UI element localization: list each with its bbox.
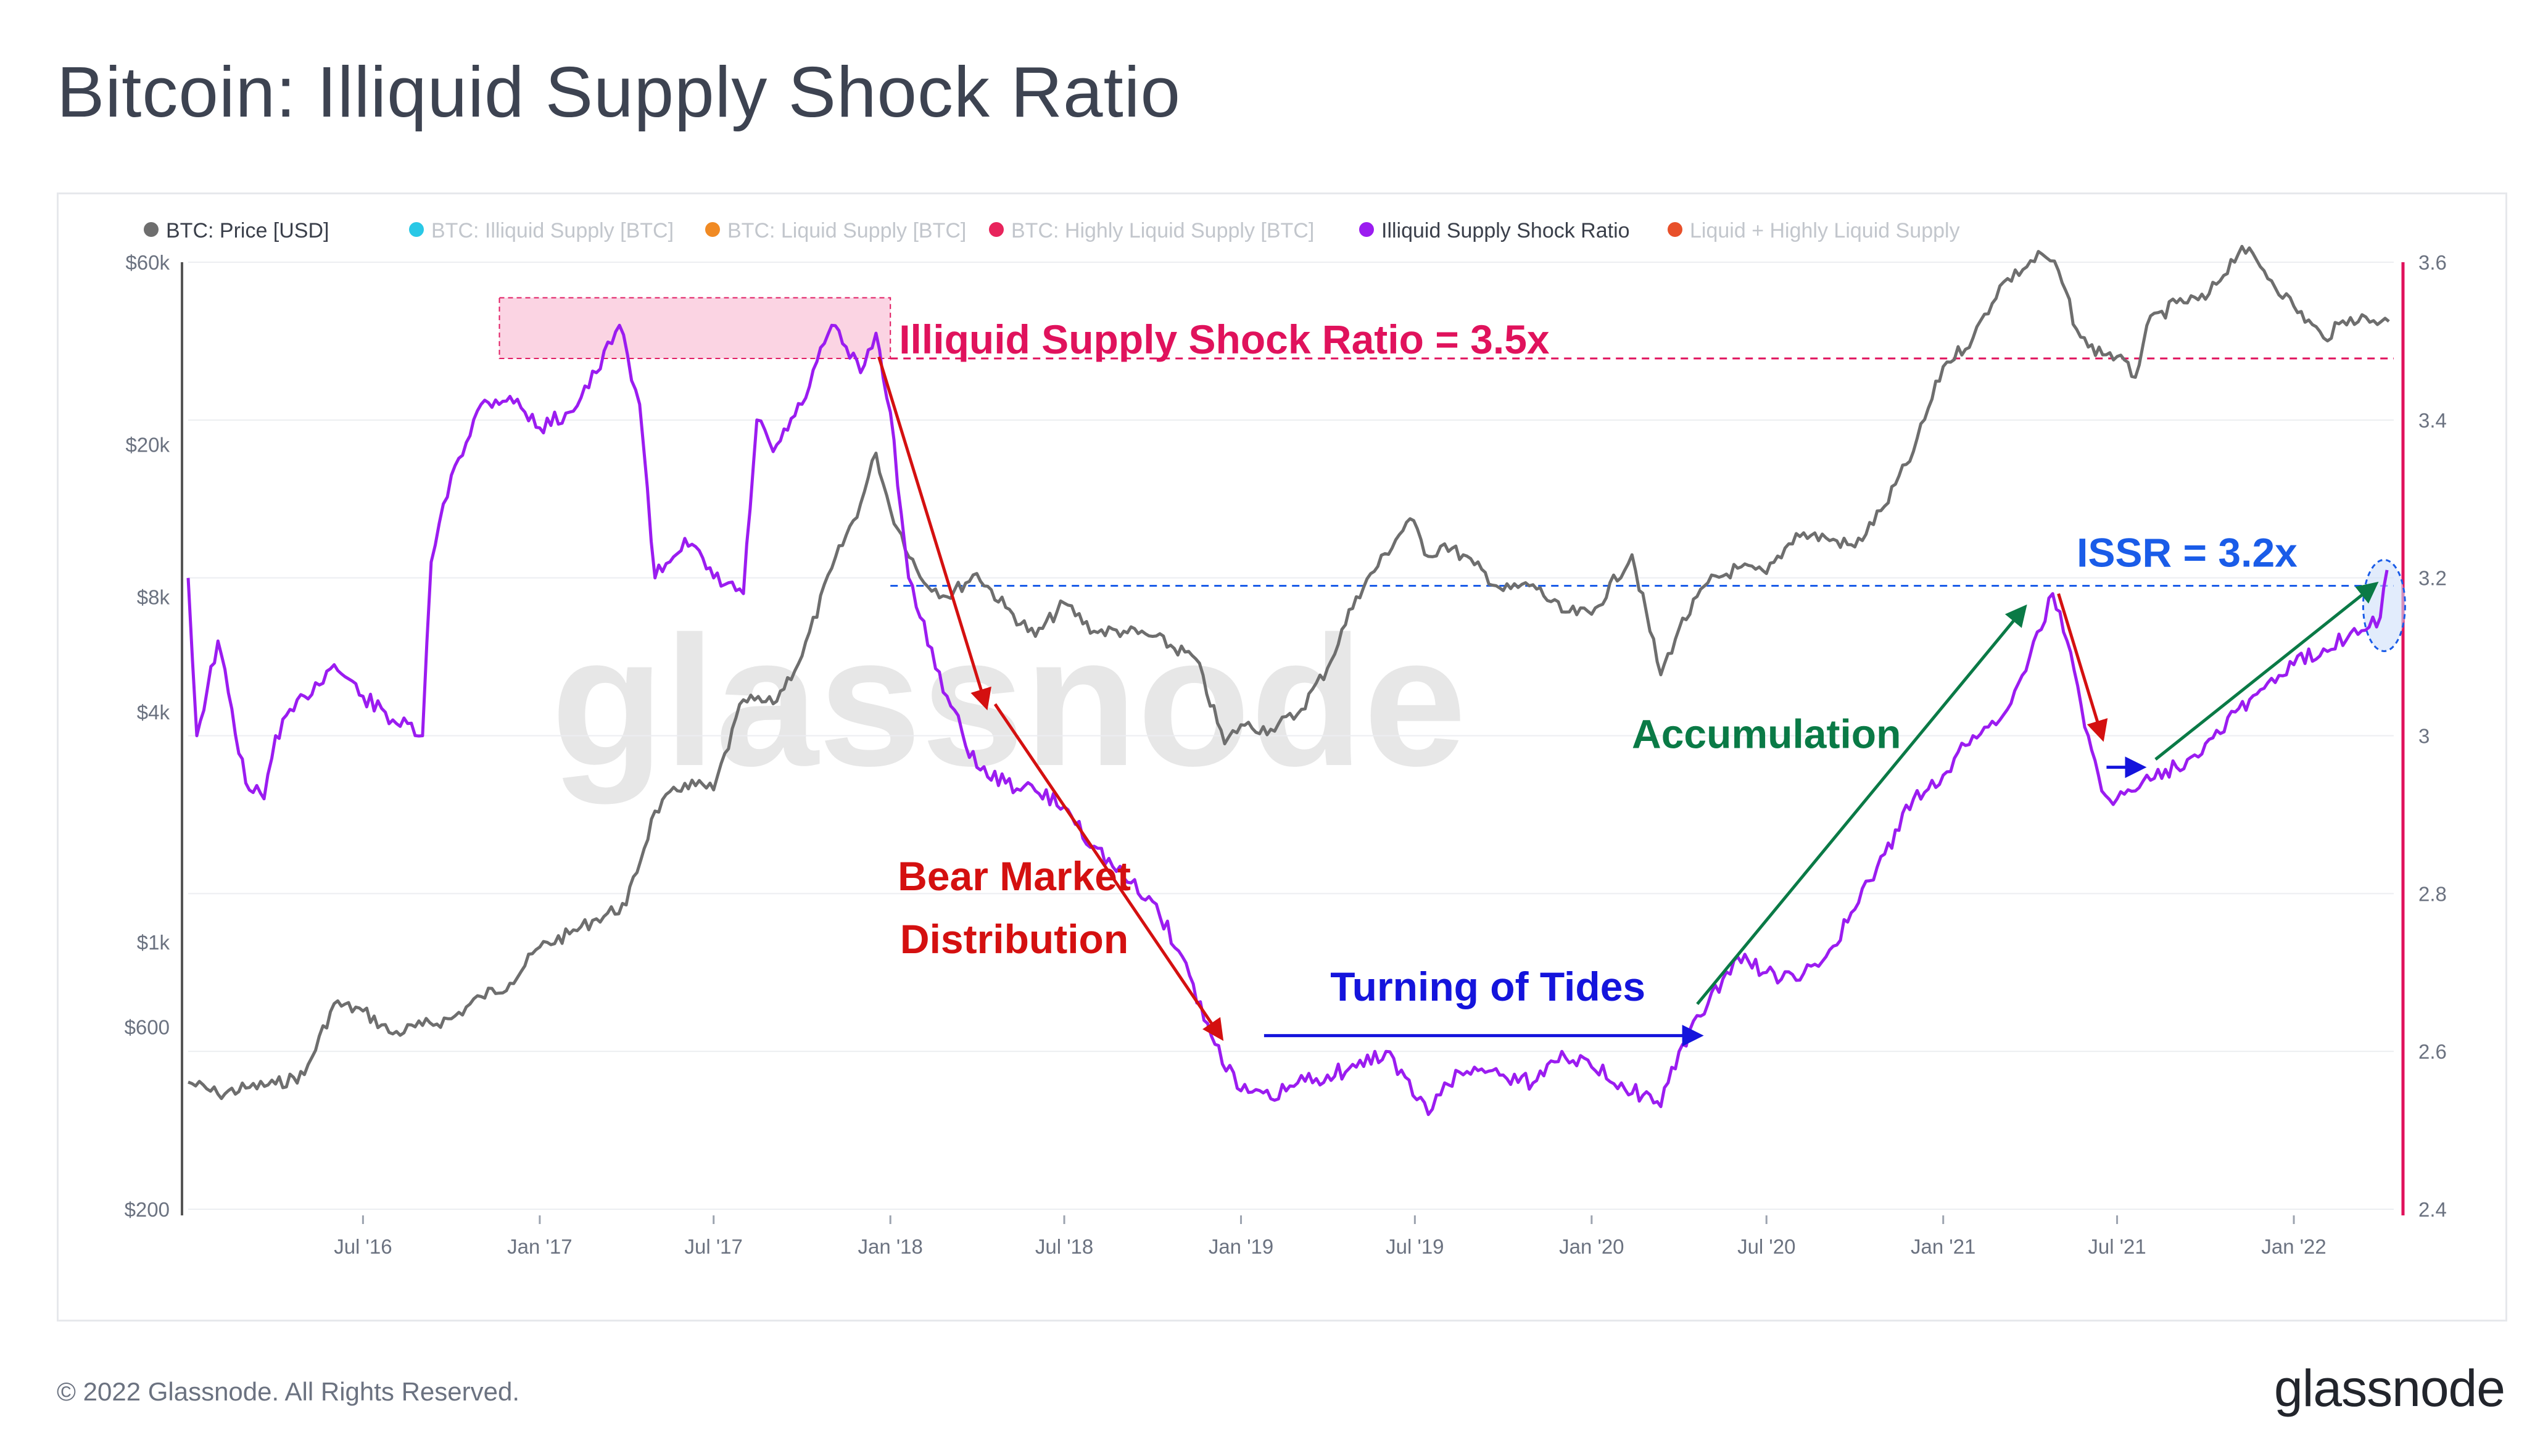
chart-svg: BTC: Price [USD] BTC: Illiquid Supply [BT…	[125, 219, 2447, 1258]
left-axis-tick-label: $1k	[137, 931, 170, 954]
x-axis-tick-label: Jan '19	[1209, 1235, 1273, 1258]
glassnode-logo: glassnode	[2274, 1359, 2505, 1417]
axes: $60k $20k $8k $4k $1k $600 $200 3.6 3.4 3.2 3 2.8 2.…	[125, 251, 2447, 1258]
btc-price-line	[188, 244, 2390, 1101]
issr-current-highlight	[2362, 558, 2406, 652]
issr-35-label: Illiquid Supply Shock Ratio = 3.5x	[899, 316, 1550, 362]
annotation-arrows	[877, 356, 2379, 1047]
legend-label: BTC: Highly Liquid Supply [BTC]	[1011, 219, 1314, 242]
x-axis-tick-label: Jan '22	[2261, 1235, 2326, 1258]
accumulation-arrow-1	[1696, 604, 2027, 1006]
accumulation-arrow-2	[2154, 581, 2379, 761]
x-axis-tick-label: Jan '20	[1559, 1235, 1624, 1258]
legend-label: BTC: Price [USD]	[166, 219, 329, 242]
legend-marker	[409, 222, 424, 237]
bear-arrow-2	[993, 703, 1224, 1041]
x-axis-tick-label: Jan '21	[1911, 1235, 1975, 1258]
page-title: Bitcoin: Illiquid Supply Shock Ratio	[57, 52, 1181, 132]
x-axis-tick-label: Jul '20	[1737, 1235, 1795, 1258]
x-axis-tick-label: Jul '19	[1386, 1235, 1444, 1258]
x-axis-tick-label: Jan '17	[507, 1235, 572, 1258]
accumulation-label: Accumulation	[1632, 711, 1901, 757]
chart-frame: BTC: Price [USD] BTC: Illiquid Supply [BT…	[57, 192, 2507, 1322]
chart-legend: BTC: Price [USD] BTC: Illiquid Supply [BT…	[144, 219, 1960, 242]
legend-label: Liquid + Highly Liquid Supply	[1690, 219, 1960, 242]
watermark: glassnode	[551, 597, 1466, 806]
right-axis-tick-label: 2.8	[2418, 882, 2447, 905]
legend-marker	[144, 222, 159, 237]
legend-marker	[1668, 222, 1682, 237]
right-axis-tick-label: 3.6	[2418, 251, 2447, 274]
right-axis-tick-label: 3	[2418, 725, 2430, 748]
correction-arrow	[2057, 593, 2108, 742]
right-axis-tick-label: 3.2	[2418, 567, 2447, 590]
x-axis-tick-label: Jul '18	[1035, 1235, 1093, 1258]
annotation-labels: Illiquid Supply Shock Ratio = 3.5x ISSR =…	[898, 316, 2297, 1009]
left-axis-tick-label: $600	[125, 1015, 170, 1038]
issr-highlight-box	[498, 297, 891, 360]
x-axis-tick-label: Jul '21	[2088, 1235, 2146, 1258]
left-axis-tick-label: $200	[125, 1198, 170, 1221]
legend-marker	[705, 222, 720, 237]
right-axis-tick-label: 3.4	[2418, 409, 2447, 432]
x-axis-tick-label: Jul '17	[685, 1235, 743, 1258]
x-axis-tick-label: Jul '16	[334, 1235, 392, 1258]
left-axis-tick-label: $8k	[137, 585, 170, 608]
right-axis-tick-label: 2.4	[2418, 1198, 2447, 1221]
bear-market-label-line2: Distribution	[900, 916, 1128, 962]
issr-line	[186, 323, 2389, 1116]
left-axis-tick-label: $20k	[125, 434, 170, 457]
x-axis-tick-label: Jan '18	[858, 1235, 923, 1258]
legend-label: BTC: Illiquid Supply [BTC]	[431, 219, 674, 242]
legend-label: Illiquid Supply Shock Ratio	[1381, 219, 1630, 242]
right-axis-tick-label: 2.6	[2418, 1040, 2447, 1063]
turning-of-tides-label: Turning of Tides	[1330, 964, 1645, 1009]
bear-arrow-1	[877, 356, 991, 711]
legend-marker	[989, 222, 1004, 237]
legend-label: BTC: Liquid Supply [BTC]	[727, 219, 966, 242]
legend-marker	[1359, 222, 1374, 237]
copyright-text: © 2022 Glassnode. All Rights Reserved.	[57, 1377, 520, 1406]
bear-market-label-line1: Bear Market	[898, 853, 1131, 899]
left-axis-tick-label: $4k	[137, 701, 170, 724]
series-lines	[186, 244, 2390, 1116]
left-axis-tick-label: $60k	[125, 251, 170, 274]
issr-32-label: ISSR = 3.2x	[2077, 529, 2297, 575]
